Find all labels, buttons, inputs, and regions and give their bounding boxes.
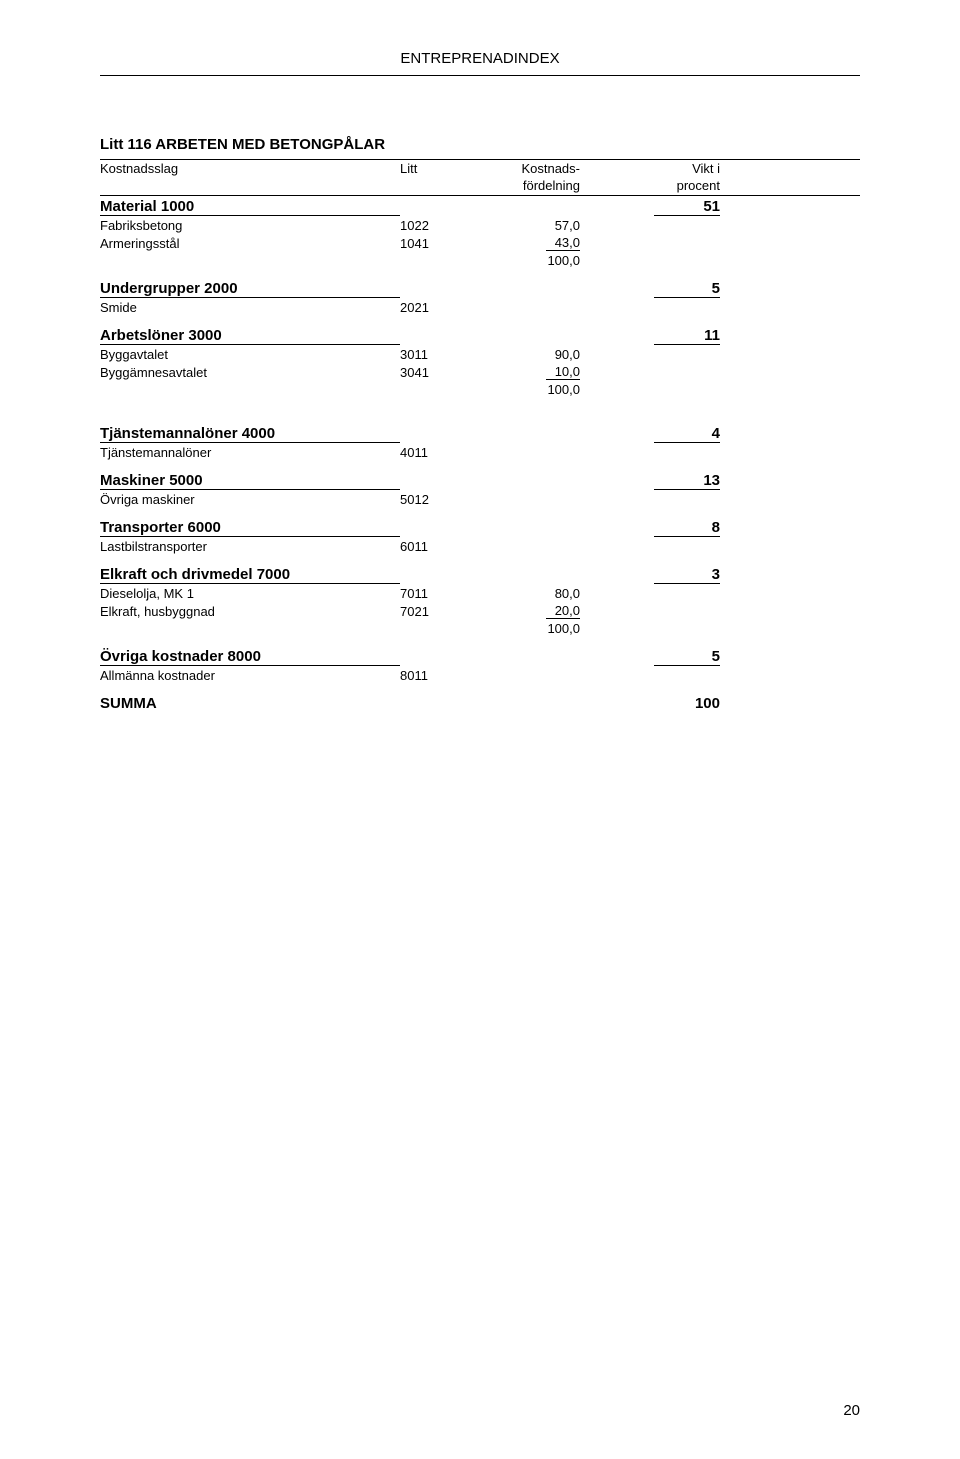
spacer-row xyxy=(100,316,860,326)
row-name: Allmänna kostnader xyxy=(100,667,400,684)
group-vikt: 4 xyxy=(654,425,720,443)
group-vikt: 3 xyxy=(654,566,720,584)
table-row: Övriga maskiner5012 xyxy=(100,491,860,508)
row-name: Dieselolja, MK 1 xyxy=(100,585,400,602)
table-row: Lastbilstransporter6011 xyxy=(100,538,860,555)
th-litt: Litt xyxy=(400,160,490,177)
row-litt: 7021 xyxy=(400,602,490,620)
group-header-row: Elkraft och drivmedel 7000 3 xyxy=(100,565,860,585)
spacer-row xyxy=(100,684,860,694)
group-name: Övriga kostnader 8000 xyxy=(100,648,400,666)
group-name: Maskiner 5000 xyxy=(100,472,400,490)
summa-value: 100 xyxy=(580,694,720,713)
row-litt: 4011 xyxy=(400,444,490,461)
doc-header: ENTREPRENADINDEX xyxy=(100,50,860,67)
th-vikt-i: Vikt i xyxy=(580,160,720,177)
table-row: Armeringsstål1041 43,0 xyxy=(100,234,860,252)
row-name: Övriga maskiner xyxy=(100,491,400,508)
group-vikt: 11 xyxy=(654,327,720,345)
table-header-row-1: Kostnadsslag Litt Kostnads- Vikt i xyxy=(100,160,860,177)
row-litt: 8011 xyxy=(400,667,490,684)
row-name: Fabriksbetong xyxy=(100,217,400,234)
row-litt: 5012 xyxy=(400,491,490,508)
row-name: Armeringsstål xyxy=(100,234,400,252)
group-vikt: 5 xyxy=(654,648,720,666)
header-underline xyxy=(100,195,860,196)
spacer-row xyxy=(100,555,860,565)
row-name: Elkraft, husbyggnad xyxy=(100,602,400,620)
group-vikt: 5 xyxy=(654,280,720,298)
table-row: Dieselolja, MK 17011 80,0 xyxy=(100,585,860,602)
group-header-row: Transporter 6000 8 xyxy=(100,518,860,538)
row-ford: 90,0 xyxy=(555,347,580,362)
table-row: Tjänstemannalöner4011 xyxy=(100,444,860,461)
group-sum-row: 100,0 xyxy=(100,252,860,269)
summa-row: SUMMA 100 xyxy=(100,694,860,713)
group-vikt: 13 xyxy=(654,472,720,490)
spacer-row xyxy=(100,508,860,518)
group-sum-row: 100,0 xyxy=(100,381,860,398)
spacer-row xyxy=(100,637,860,647)
spacer-row xyxy=(100,461,860,471)
group-header-row: Material 1000 51 xyxy=(100,197,860,217)
data-table: Kostnadsslag Litt Kostnads- Vikt i förde… xyxy=(100,160,860,713)
group-header-row: Övriga kostnader 8000 5 xyxy=(100,647,860,667)
row-ford: 20,0 xyxy=(546,603,580,619)
table-row: Allmänna kostnader8011 xyxy=(100,667,860,684)
th-fordelning: fördelning xyxy=(490,177,580,194)
header-rule xyxy=(100,75,860,76)
group-sum: 100,0 xyxy=(490,620,580,637)
row-name: Byggämnesavtalet xyxy=(100,363,400,381)
group-name: Tjänstemannalöner 4000 xyxy=(100,425,400,443)
group-vikt: 51 xyxy=(654,198,720,216)
table-row: Smide2021 xyxy=(100,299,860,316)
group-name: Arbetslöner 3000 xyxy=(100,327,400,345)
group-header-row: Arbetslöner 3000 11 xyxy=(100,326,860,346)
table-row: Fabriksbetong1022 57,0 xyxy=(100,217,860,234)
group-name: Undergrupper 2000 xyxy=(100,280,400,298)
th-procent: procent xyxy=(580,177,720,194)
spacer-row xyxy=(100,269,860,279)
section-title: Litt 116 ARBETEN MED BETONGPÅLAR xyxy=(100,136,860,153)
row-name: Lastbilstransporter xyxy=(100,538,400,555)
group-name: Transporter 6000 xyxy=(100,519,400,537)
row-ford: 43,0 xyxy=(546,235,580,251)
table-row: Byggämnesavtalet3041 10,0 xyxy=(100,363,860,381)
spacer-row xyxy=(100,398,860,424)
row-litt: 3011 xyxy=(400,346,490,363)
row-ford: 10,0 xyxy=(546,364,580,380)
page: ENTREPRENADINDEX Litt 116 ARBETEN MED BE… xyxy=(0,0,960,713)
table-row: Byggavtalet3011 90,0 xyxy=(100,346,860,363)
row-litt: 6011 xyxy=(400,538,490,555)
row-litt: 7011 xyxy=(400,585,490,602)
row-ford: 80,0 xyxy=(555,586,580,601)
row-name: Smide xyxy=(100,299,400,316)
row-litt: 1022 xyxy=(400,217,490,234)
row-ford: 57,0 xyxy=(555,218,580,233)
row-litt: 2021 xyxy=(400,299,490,316)
th-kostnadsslag: Kostnadsslag xyxy=(100,160,400,177)
row-name: Tjänstemannalöner xyxy=(100,444,400,461)
page-number: 20 xyxy=(843,1402,860,1419)
table-row: Elkraft, husbyggnad7021 20,0 xyxy=(100,602,860,620)
group-header-row: Undergrupper 2000 5 xyxy=(100,279,860,299)
group-sum: 100,0 xyxy=(490,252,580,269)
group-header-row: Tjänstemannalöner 4000 4 xyxy=(100,424,860,444)
group-sum-row: 100,0 xyxy=(100,620,860,637)
group-name: Elkraft och drivmedel 7000 xyxy=(100,566,400,584)
group-name: Material 1000 xyxy=(100,198,400,216)
row-litt: 1041 xyxy=(400,234,490,252)
group-sum: 100,0 xyxy=(490,381,580,398)
summa-label: SUMMA xyxy=(100,694,400,713)
table-header-row-2: fördelning procent xyxy=(100,177,860,194)
group-header-row: Maskiner 5000 13 xyxy=(100,471,860,491)
row-name: Byggavtalet xyxy=(100,346,400,363)
group-vikt: 8 xyxy=(654,519,720,537)
row-litt: 3041 xyxy=(400,363,490,381)
th-kostnads: Kostnads- xyxy=(490,160,580,177)
